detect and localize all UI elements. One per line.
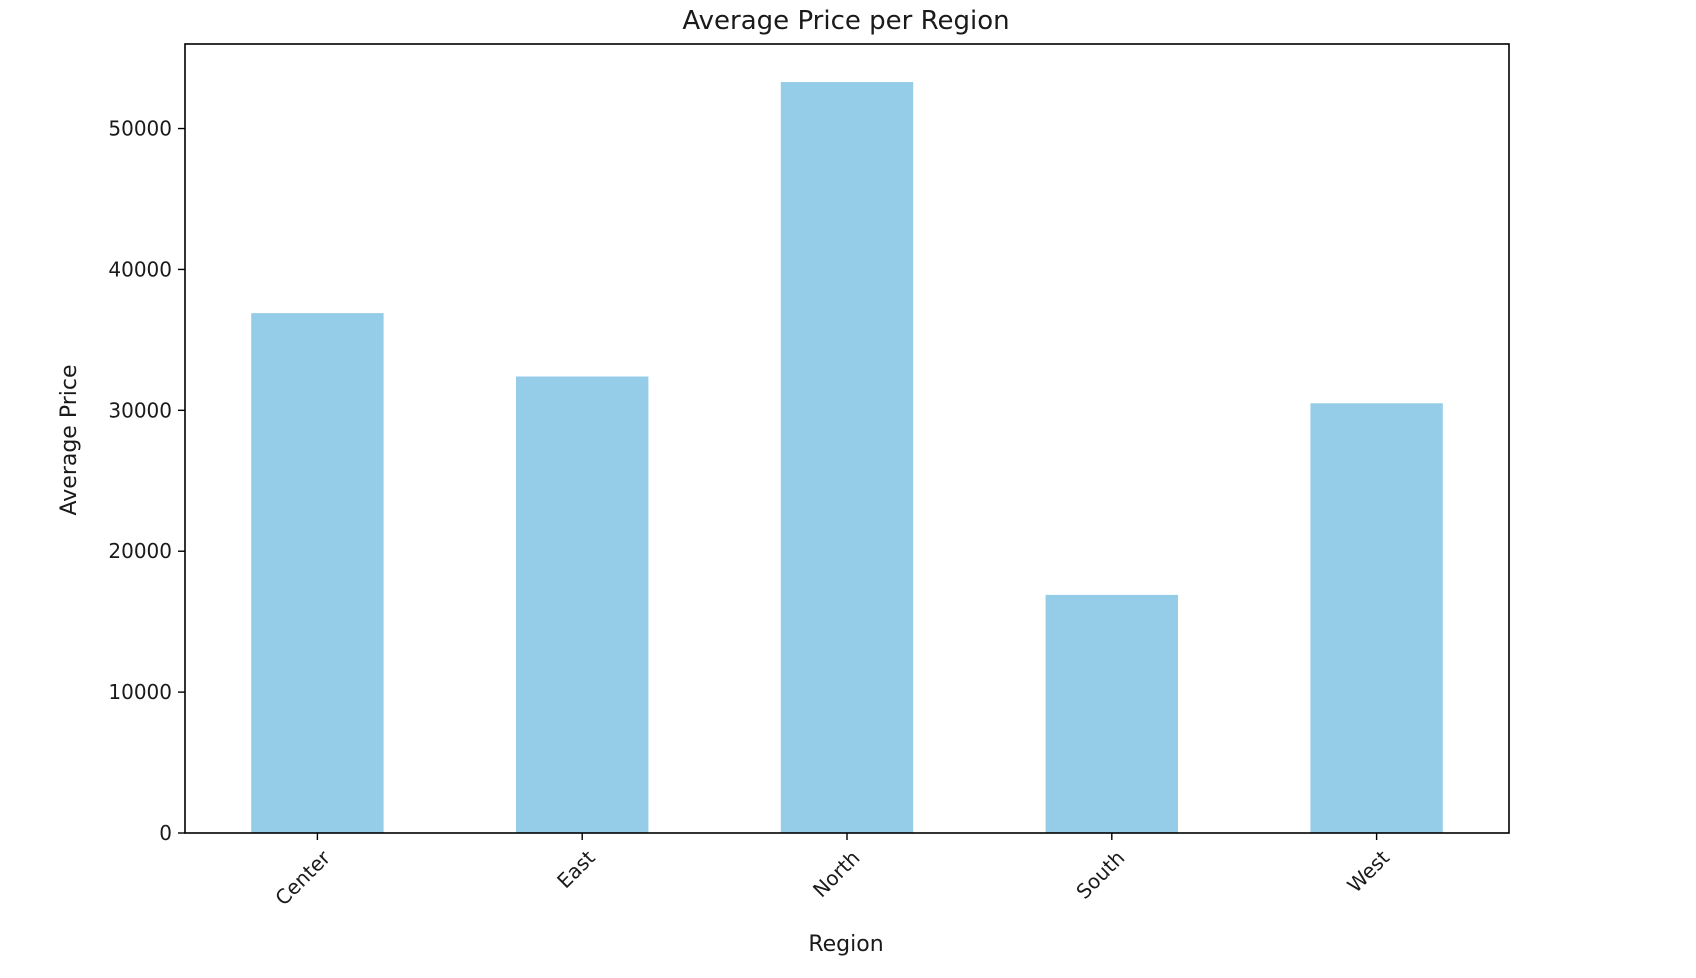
x-axis-label: Region	[808, 932, 883, 957]
x-axis-ticks: Center East North South West	[270, 833, 1394, 910]
bar-center	[251, 313, 384, 833]
bar-south	[1045, 594, 1178, 833]
bar-east	[516, 376, 649, 833]
y-tick-label: 40000	[108, 257, 172, 281]
plot-frame	[184, 43, 1510, 834]
bar-north	[780, 82, 914, 833]
x-tick-label-north: North	[808, 846, 865, 903]
x-tick-label-west: West	[1342, 845, 1394, 897]
y-axis-label: Average Price	[57, 364, 82, 515]
y-tick-label: 0	[159, 821, 172, 845]
y-tick-label: 10000	[108, 680, 172, 704]
x-tick-label-center: Center	[270, 845, 335, 910]
x-tick-label-east: East	[552, 845, 600, 893]
y-tick-label: 50000	[108, 117, 172, 141]
y-axis-ticks: 0 10000 20000 30000 40000 50000	[108, 117, 185, 845]
bar-west	[1310, 403, 1443, 833]
chart-title: Average Price per Region	[682, 6, 1009, 36]
bars-group	[251, 82, 1443, 833]
y-tick-label: 20000	[108, 539, 172, 563]
x-tick-label-south: South	[1071, 846, 1129, 904]
y-tick-label: 30000	[108, 398, 172, 422]
